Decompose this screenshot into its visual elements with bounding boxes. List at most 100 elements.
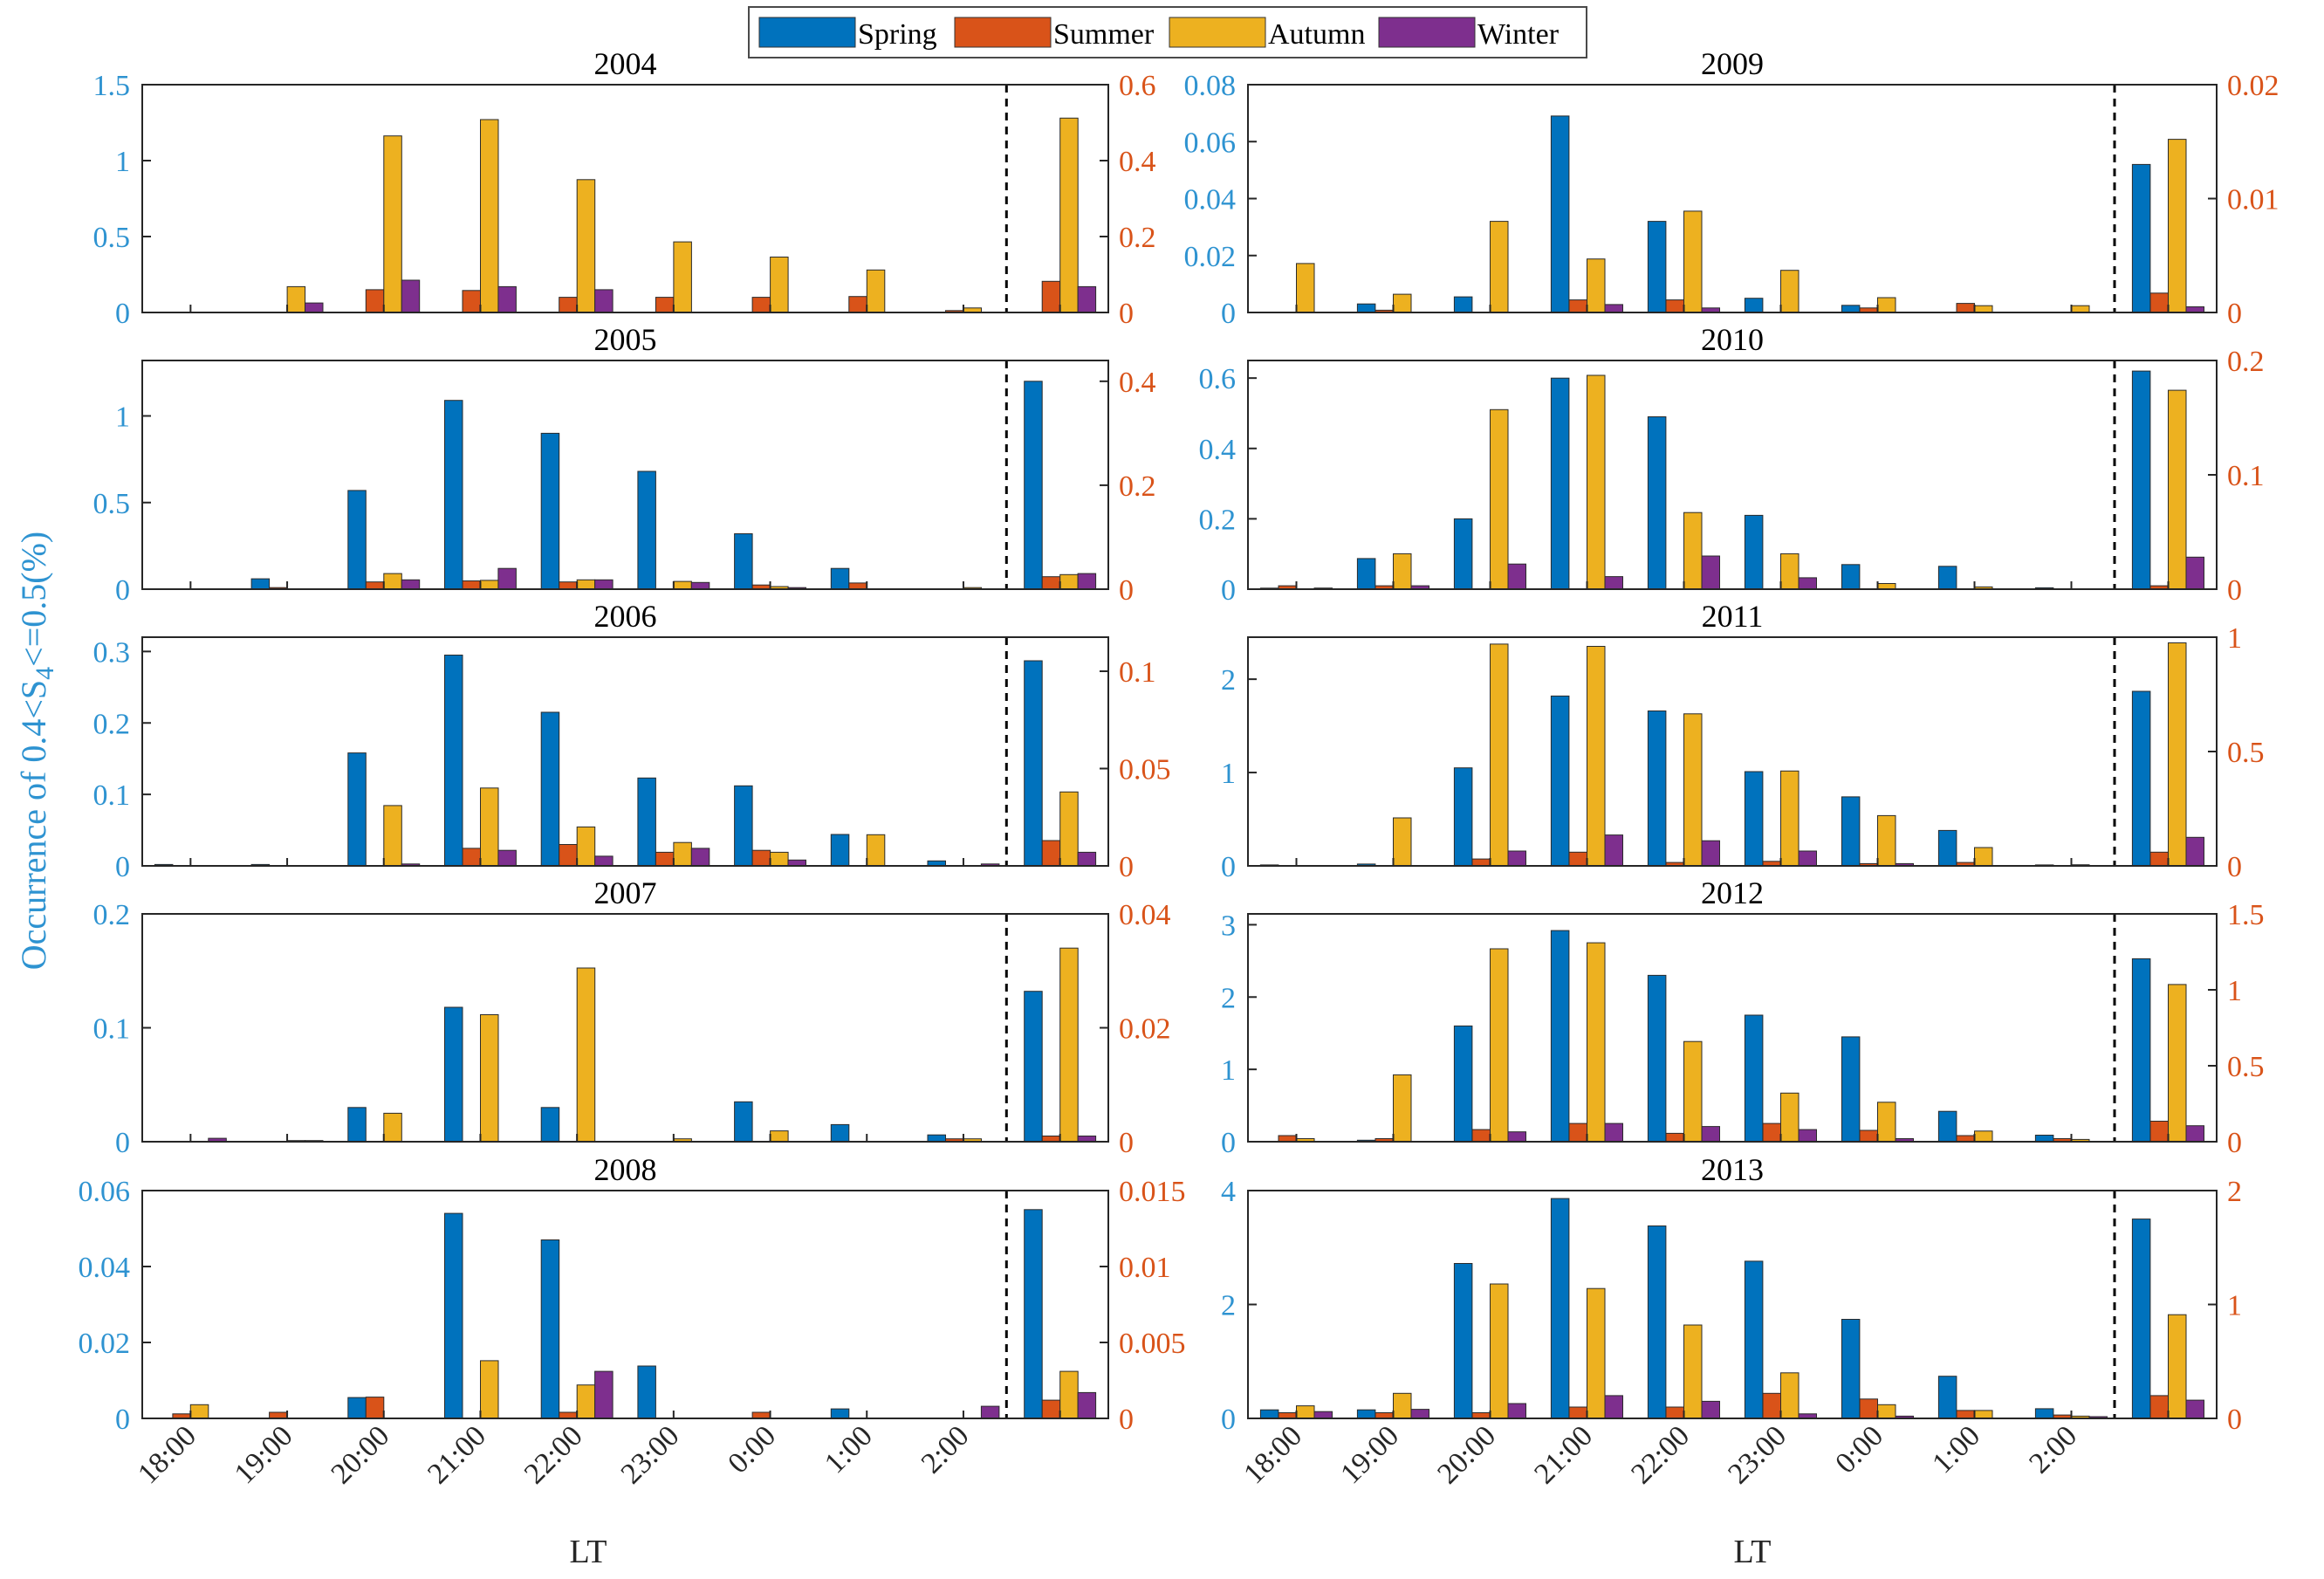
- bar-spring: [637, 777, 656, 867]
- legend-label-autumn: Autumn: [1268, 18, 1365, 51]
- bar-spring: [444, 1006, 463, 1143]
- left-tick-label: 0.4: [1199, 434, 1237, 466]
- legend: Spring Summer Autumn Winter: [748, 6, 1587, 58]
- legend-swatch-winter: [1378, 17, 1476, 48]
- bar-spring: [830, 1123, 850, 1143]
- left-tick-label: 0.06: [79, 1176, 131, 1208]
- left-tick-label: 0: [1221, 1127, 1236, 1159]
- bar-spring: [347, 1107, 367, 1143]
- bar-winter: [1410, 1409, 1429, 1419]
- panel-2013: 2013 0 2 4 0 1 2 18:00 19:00 20:00 21:00 22:00 23:00…: [1221, 1152, 2242, 1490]
- bar-autumn: [1587, 374, 1606, 590]
- bar-summer: [1665, 1406, 1684, 1419]
- bar-summer: [655, 851, 675, 867]
- bar-spring: [1453, 1263, 1473, 1419]
- bar-spring: [1744, 1014, 1764, 1143]
- bar-spring: [2034, 1408, 2054, 1419]
- bar-summer: [751, 1411, 771, 1419]
- bar-spring: [830, 1408, 850, 1419]
- bar-autumn: [1393, 1392, 1412, 1419]
- x-tick-label: 21:00: [422, 1419, 492, 1490]
- bar-summer: [2149, 851, 2169, 867]
- bar-spring: [1647, 711, 1667, 867]
- bar-summer: [559, 581, 578, 590]
- bar-spring: [1550, 115, 1570, 313]
- x-tick-label: 1:00: [819, 1419, 879, 1479]
- left-tick-label: 4: [1221, 1176, 1236, 1208]
- bar-autumn: [1490, 948, 1509, 1143]
- right-tick-label: 0.4: [1119, 146, 1156, 178]
- bar-summer: [1665, 299, 1684, 313]
- right-tick-label: 0.1: [1119, 656, 1156, 689]
- right-tick-label: 0.02: [1119, 1013, 1171, 1046]
- bar-summer: [1956, 1410, 1975, 1419]
- bar-spring: [2131, 370, 2151, 590]
- bar-autumn: [1393, 817, 1412, 867]
- x-axis-label-left: LT: [570, 1534, 607, 1570]
- bar-spring: [1259, 1409, 1279, 1419]
- left-tick-label: 0.1: [93, 1013, 131, 1046]
- y-axis-label: Occurrence of 0.4<S4<=0.5(%): [14, 532, 59, 971]
- bar-spring: [1550, 1198, 1570, 1419]
- bar-autumn: [1877, 297, 1896, 313]
- bar-spring: [637, 1365, 656, 1419]
- bar-spring: [1744, 771, 1764, 867]
- bar-winter: [1798, 1129, 1817, 1143]
- bar-summer: [1568, 1406, 1587, 1419]
- right-tick-label: 0: [2227, 851, 2242, 883]
- bar-spring: [1744, 298, 1764, 313]
- bar-autumn: [1490, 1283, 1509, 1419]
- bar-autumn: [2071, 305, 2090, 313]
- right-tick-label: 0.01: [2227, 184, 2279, 216]
- bar-summer: [1568, 299, 1587, 313]
- bar-spring: [444, 655, 463, 867]
- bar-summer: [559, 297, 578, 313]
- panel-title: 2004: [594, 46, 657, 81]
- bar-autumn: [2168, 984, 2187, 1143]
- x-tick-label: 22:00: [1625, 1419, 1696, 1490]
- bar-spring: [1356, 303, 1376, 313]
- right-tick-label: 0.4: [1119, 367, 1156, 399]
- left-tick-label: 1: [115, 402, 130, 434]
- right-tick-label: 0.5: [2227, 1051, 2265, 1083]
- bar-winter: [594, 289, 614, 313]
- x-tick-label: 23:00: [1722, 1419, 1793, 1490]
- bar-autumn: [576, 826, 596, 867]
- bar-autumn: [383, 805, 402, 867]
- bar-autumn: [770, 851, 789, 867]
- bar-autumn: [1059, 947, 1079, 1143]
- bar-summer: [1859, 1129, 1878, 1143]
- bar-autumn: [1587, 942, 1606, 1143]
- panel-2011: 2011 0 1 2 0 0.5 1: [1221, 599, 2265, 883]
- bar-winter: [1798, 850, 1817, 867]
- x-tick-label: 18:00: [1237, 1419, 1308, 1490]
- bar-spring: [347, 1397, 367, 1419]
- right-tick-label: 0: [2227, 298, 2242, 330]
- left-tick-label: 0: [115, 298, 130, 330]
- bar-spring: [2131, 1219, 2151, 1419]
- bar-autumn: [673, 241, 692, 313]
- bar-autumn: [1877, 1102, 1896, 1143]
- legend-swatch-summer: [954, 17, 1052, 48]
- bar-summer: [1041, 280, 1061, 313]
- right-tick-label: 0: [1119, 298, 1134, 330]
- right-tick-label: 0.6: [1119, 70, 1156, 102]
- bar-spring: [637, 470, 656, 590]
- bar-summer: [365, 1397, 385, 1419]
- bar-spring: [444, 400, 463, 590]
- bar-spring: [1453, 518, 1473, 590]
- x-tick-label: 19:00: [1334, 1419, 1405, 1490]
- bar-summer: [1762, 1392, 1781, 1419]
- bar-spring: [1453, 767, 1473, 867]
- bar-winter: [1701, 840, 1720, 867]
- panel-2007: 2007 0 0.1 0.2 0 0.02 0.04: [93, 875, 1171, 1159]
- bar-spring: [830, 834, 850, 867]
- bar-summer: [1041, 576, 1061, 590]
- bar-autumn: [1587, 258, 1606, 313]
- x-tick-label: 21:00: [1528, 1419, 1599, 1490]
- left-tick-label: 2: [1221, 982, 1236, 1014]
- bar-autumn: [1683, 210, 1703, 313]
- right-tick-label: 0.015: [1119, 1176, 1186, 1208]
- bar-autumn: [1393, 553, 1412, 590]
- panel-2008: 2008 0 0.02 0.04 0.06 0 0.005 0.01 0.015 18:00 19:…: [79, 1152, 1186, 1490]
